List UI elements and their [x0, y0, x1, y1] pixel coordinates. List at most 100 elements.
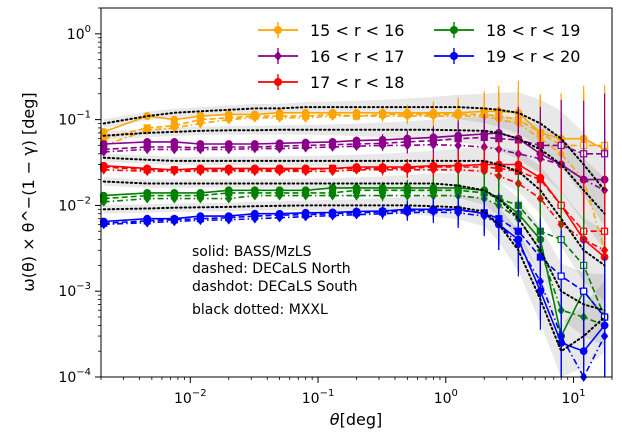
x-tick-label-0-exponent: −2 [192, 388, 207, 399]
series-0-dashdot-line [103, 115, 606, 251]
series-4-dashdot-point [378, 208, 387, 219]
series-0-dashdot-point [328, 111, 337, 121]
x-tick-label-3-exponent: 1 [579, 388, 585, 399]
legend-label-2: 17 < r < 18 [310, 73, 404, 92]
series-3-dashdot-point [143, 193, 151, 204]
y-tick-label-0-base: 10 [58, 370, 76, 386]
mxxl-dotted-layer [102, 106, 606, 353]
series-3-dashdot-point [378, 190, 387, 201]
legend-marker [450, 26, 458, 34]
x-tick-label-2-exponent: 0 [452, 388, 458, 399]
series-4-dashdot-point [352, 209, 361, 220]
y-tick-label-2-exponent: −2 [76, 195, 91, 206]
legend-label-4: 19 < r < 20 [486, 47, 580, 66]
mxxl-shaded-bands [103, 92, 605, 377]
series-4-dashdot-point [514, 239, 523, 250]
x-tick-label-1-exponent: −1 [320, 388, 335, 399]
series-3-dashdot-point [100, 197, 108, 207]
series-1-dashdot-point [275, 143, 284, 154]
series-1-dashdot-point [328, 142, 337, 152]
series-2-dashdot-point [600, 245, 609, 256]
annotation-dashdot: dashdot: DECaLS South [192, 279, 358, 295]
mxxl-dotted-line-1 [102, 128, 606, 215]
legend-entry-1: 16 < r < 17 [258, 47, 404, 66]
x-tick-label-1-base: 10 [302, 391, 320, 407]
series-1-dashdot-point [302, 142, 310, 153]
series-1-dashdot-point [378, 140, 387, 151]
annotation-black-dotted: black dotted: MXXL [192, 302, 328, 318]
series-1-dashdot-point [454, 140, 462, 151]
mxxl-band-4 [103, 195, 605, 377]
legend-entry-3: 18 < r < 19 [434, 21, 580, 40]
legend-label-3: 18 < r < 19 [486, 21, 580, 40]
legend-marker [274, 26, 282, 34]
series-2-dashdot-point [196, 166, 205, 177]
series-3-dashdot-point [196, 193, 205, 204]
series-0-dashdot-point [225, 114, 233, 125]
series-1-dashdot-point [170, 144, 178, 155]
series-4-dashdot-point [143, 217, 151, 228]
legend-entry-4: 19 < r < 20 [434, 47, 580, 66]
series-0-dashdot-point [403, 111, 411, 121]
series-1-dashdot-point [352, 141, 361, 152]
series-4-dashdot-point [251, 213, 259, 224]
series-2-dashdot-point [143, 166, 151, 177]
mxxl-dotted-line-0 [102, 106, 606, 192]
series-0-dashdot-point [251, 112, 259, 123]
series-4-dashdot-point [170, 216, 178, 227]
series-3-dashdot-point [403, 190, 411, 201]
x-axis-label-unit: [deg] [340, 410, 383, 429]
series-0-dashdot-point [454, 111, 462, 121]
legend: 15 < r < 16 16 < r < 17 17 < r < 18 18 < r … [258, 21, 580, 92]
legend-entry-2: 17 < r < 18 [258, 73, 404, 92]
mxxl-dotted-line-3 [102, 180, 606, 312]
series-1-dashdot-point [196, 144, 205, 155]
y-tick-label-1: 10−3 [58, 281, 91, 300]
series-0-dashdot-point [170, 123, 178, 133]
annotation-dashed: dashed: DECaLS North [192, 261, 351, 277]
series-4-dashdot-point [328, 210, 337, 221]
series-2-dashdot-point [328, 166, 337, 177]
x-tick-label-2: 100 [434, 388, 458, 407]
series-2-dashdot-point [275, 166, 284, 177]
x-tick-label-2-base: 10 [434, 391, 452, 407]
series-4-dashdot-point [196, 215, 205, 226]
series-1-dashdot-point [429, 139, 438, 150]
series-2-dashdot-point [225, 166, 233, 177]
y-tick-label-4: 100 [67, 24, 91, 43]
series-1-dashdot-point [225, 144, 233, 155]
series-1-dashdot-point [143, 144, 151, 155]
series-3-dashdot-point [251, 190, 259, 201]
series-3-dashdot-point [352, 190, 361, 201]
line-style-annotation: solid: BASS/MzLS dashed: DECaLS North da… [192, 244, 358, 318]
x-axis-label: θ[deg] [330, 410, 382, 429]
y-tick-label-0-exponent: −4 [76, 367, 91, 378]
series-0-dashdot-point [352, 111, 361, 121]
y-tick-label-4-exponent: 0 [85, 24, 91, 35]
series-1-dashdot-point [403, 140, 411, 151]
annotation-solid: solid: BASS/MzLS [192, 244, 312, 260]
series-0-dashdot-point [196, 118, 205, 129]
series-layer [99, 80, 609, 382]
series-1-dashdot-point [251, 143, 259, 154]
series-4-dashdot-point [302, 211, 310, 222]
series-3-dashdot-point [275, 190, 284, 201]
series-1-dashdot-point [100, 147, 108, 157]
mxxl-band-2 [103, 146, 605, 302]
y-tick-label-1-exponent: −3 [76, 281, 91, 292]
x-axis-ticks: 10−2 10−1 100 101 [100, 377, 613, 407]
series-4-dashdot-point [429, 207, 438, 217]
series-4-dashdot-point [100, 219, 108, 230]
series-2-dashdot-point [403, 164, 411, 175]
y-tick-label-0: 10−4 [58, 367, 91, 386]
x-tick-label-3-base: 10 [561, 391, 579, 407]
y-tick-label-4-base: 10 [67, 27, 85, 43]
x-tick-label-3: 101 [561, 388, 585, 407]
series-2-dashdot-point [302, 166, 310, 177]
series-2-dashdot-point [352, 164, 361, 175]
series-2-dashdot-point [378, 164, 387, 175]
legend-marker [450, 52, 458, 60]
x-tick-label-0-base: 10 [174, 391, 192, 407]
